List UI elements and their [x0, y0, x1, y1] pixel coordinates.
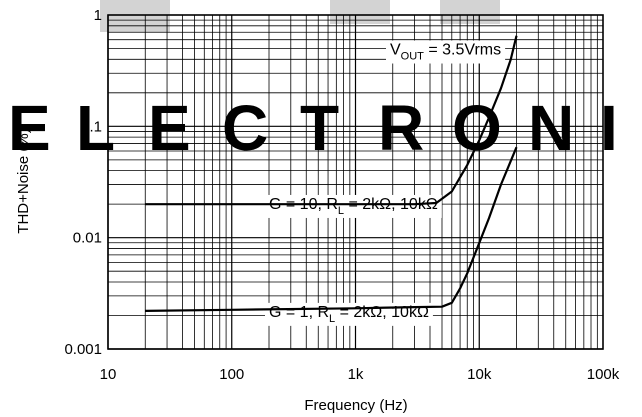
- plot-frame: [107, 14, 604, 350]
- watermark-letter: R: [378, 92, 424, 164]
- annotation-subscript: L: [329, 313, 335, 325]
- annotation-background: [265, 194, 442, 218]
- watermark-letter: N: [528, 92, 574, 164]
- x-axis-title: Frequency (Hz): [304, 397, 407, 414]
- annotation-main: V: [390, 42, 401, 59]
- x-tick-label: 10k: [467, 366, 492, 383]
- series-line: [145, 35, 518, 206]
- annotation-main: G = 1, R: [269, 304, 329, 321]
- watermark-letter: E: [8, 92, 51, 164]
- y-tick-label: 0.1: [81, 118, 102, 135]
- series-annotation: G = 10, RL = 2kΩ, 10kΩ: [265, 194, 442, 218]
- annotation-subscript: OUT: [401, 51, 425, 63]
- watermark-letter: C: [222, 92, 268, 164]
- annotation-background: [385, 40, 506, 64]
- watermark-letter: I: [600, 92, 618, 164]
- x-tick-label: 100k: [587, 366, 620, 383]
- watermark-letter: E: [148, 92, 191, 164]
- y-tick-label: 1: [94, 7, 102, 24]
- series-annotation: VOUT = 3.5Vrms: [385, 40, 506, 64]
- y-axis-title: THD+Noise (%): [15, 128, 32, 233]
- x-tick-label: 1k: [348, 366, 364, 383]
- y-tick-label: 0.001: [64, 341, 102, 358]
- watermark-block: [100, 0, 170, 32]
- x-tick-label: 100: [219, 366, 244, 383]
- annotation-rest: = 3.5Vrms: [424, 42, 501, 59]
- annotation-text: VOUT = 3.5Vrms: [390, 42, 501, 63]
- annotation-subscript: L: [338, 205, 344, 217]
- y-tick-label: 0.01: [73, 230, 102, 247]
- series-line: [145, 146, 518, 312]
- x-tick-label: 10: [100, 366, 117, 383]
